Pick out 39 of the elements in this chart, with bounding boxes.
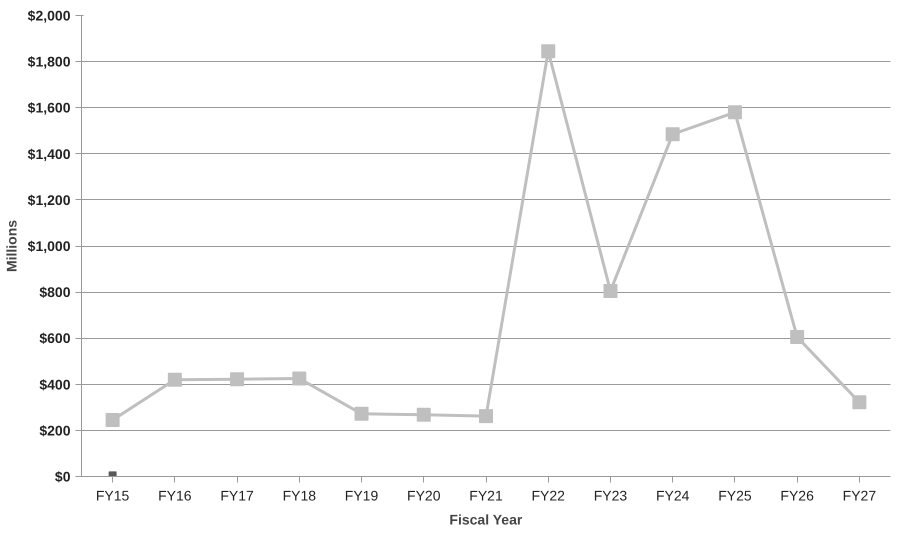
y-tick-label: $2,000 [28,8,71,24]
x-tick-label: FY20 [407,488,441,504]
x-tick-label: FY22 [532,488,566,504]
x-tick-label: FY27 [842,488,876,504]
point [354,406,369,421]
point [168,372,182,387]
y-axis-title: Millions [4,220,20,272]
point [416,408,431,422]
point [666,127,680,142]
point [603,284,618,298]
x-tick-label: FY18 [282,488,316,504]
y-tick-label: $1,200 [28,192,71,208]
y-tick-label: $800 [39,284,71,300]
y-tick-label: $0 [54,468,71,484]
y-tick-label: $200 [39,422,71,438]
x-tick-label: FY26 [780,488,814,504]
y-tick-label: $600 [39,330,71,346]
y-tick-label: $1,400 [28,146,71,162]
y-tick-label: $400 [39,376,71,392]
x-axis-title: Fiscal Year [449,512,523,528]
point [106,413,120,428]
point [541,44,556,58]
point [852,395,866,410]
x-tick-label: FY15 [96,488,130,504]
x-tick-label: FY16 [158,488,192,504]
point [728,105,742,120]
point [230,372,244,386]
x-tick-label: FY17 [220,488,254,504]
x-tick-label: FY25 [718,488,752,504]
x-tick-label: FY23 [594,488,628,504]
point [479,409,493,424]
point [292,372,306,386]
y-tick-label: $1,800 [28,54,71,70]
point [790,330,804,344]
y-tick-label: $1,000 [28,238,71,254]
x-tick-label: FY19 [344,488,378,504]
x-tick-label: FY21 [469,488,503,504]
y-tick-label: $1,600 [28,100,71,116]
x-tick-label: FY24 [656,488,690,504]
